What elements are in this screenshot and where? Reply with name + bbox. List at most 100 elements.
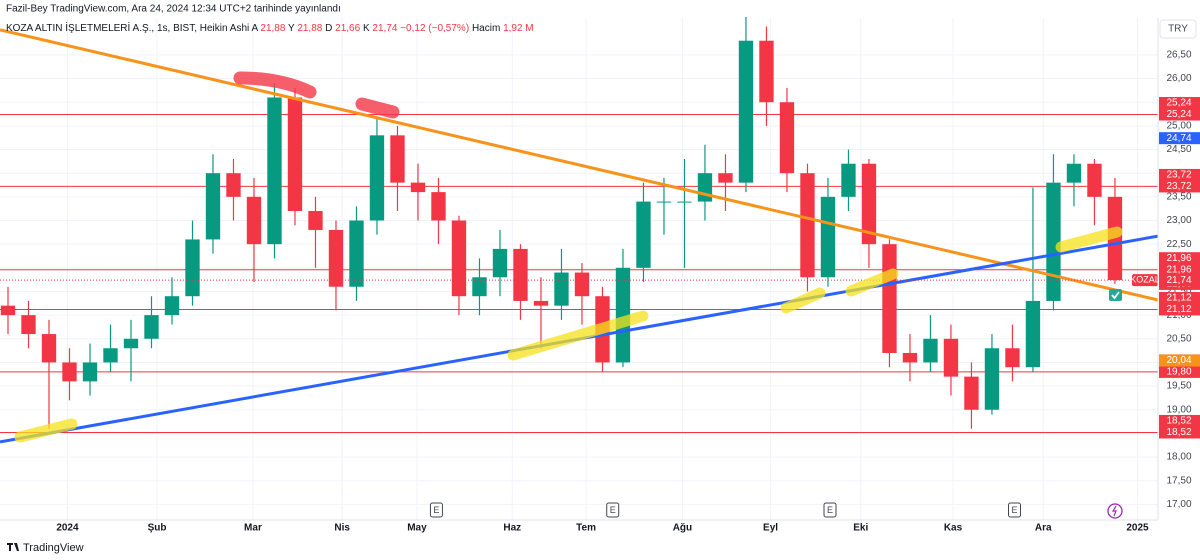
candle-body <box>759 40 774 103</box>
candle-body <box>431 192 446 221</box>
price-box-label: 25,24 <box>1166 98 1191 109</box>
candle-body <box>267 97 282 245</box>
candle-body <box>1107 196 1123 281</box>
footer-brand: TradingView <box>23 542 84 554</box>
volume: 1,92 M <box>503 23 534 34</box>
x-tick-label: Ağu <box>673 523 692 534</box>
price-box-label: 21,96 <box>1166 264 1191 275</box>
y-tick-label: 23,00 <box>1166 215 1191 226</box>
candle-body <box>636 201 651 268</box>
candle-body <box>615 267 631 363</box>
price-box <box>1159 263 1200 276</box>
price-box <box>1159 426 1200 439</box>
candle-body <box>861 163 877 245</box>
candle-body <box>841 163 856 197</box>
ohlc-key: A <box>251 23 258 34</box>
candle-body <box>308 211 323 230</box>
y-tick-label: 21,50 <box>1166 286 1191 297</box>
price-box <box>1159 303 1200 316</box>
price-box <box>1159 365 1200 378</box>
price-box <box>1159 274 1200 287</box>
candle-body <box>820 196 836 278</box>
y-tick-label: 19,00 <box>1166 404 1191 415</box>
candle-body <box>533 300 549 306</box>
symbol-box <box>1132 274 1158 287</box>
price-box-label: 18,52 <box>1166 427 1191 438</box>
candle-body <box>21 315 36 335</box>
candle-body <box>144 315 159 339</box>
published-note: Fazil-Bey TradingView.com, Ara 24, 2024 … <box>6 4 341 15</box>
volume-label: Hacim <box>472 23 500 34</box>
price-box-label: 20,04 <box>1166 355 1191 366</box>
price-box-label: 24,74 <box>1166 133 1191 144</box>
candle-body <box>656 201 672 203</box>
earnings-marker <box>823 502 837 518</box>
earnings-marker <box>429 502 443 518</box>
highlight <box>845 268 899 297</box>
price-box <box>1159 108 1200 121</box>
candle-body <box>328 229 344 287</box>
candle-body <box>718 173 733 183</box>
trendline <box>0 28 1159 302</box>
candle-body <box>882 244 897 353</box>
candle-body <box>779 102 795 174</box>
candle-body <box>697 173 713 202</box>
price-box <box>1159 132 1200 145</box>
currency-box <box>1159 19 1197 39</box>
check-icon <box>1109 289 1122 301</box>
x-tick-label: Ara <box>1035 523 1052 534</box>
y-tick-label: 17,50 <box>1166 475 1191 486</box>
highlight <box>14 418 78 443</box>
candle-body <box>185 239 200 297</box>
symbol-label: KOZAL <box>1130 274 1160 284</box>
earnings-marker <box>606 502 620 518</box>
earnings-label: E <box>610 505 616 515</box>
earnings-label: E <box>1011 505 1017 515</box>
candle-body <box>410 182 426 193</box>
highlight <box>233 71 317 99</box>
y-tick-label: 18,00 <box>1166 452 1191 463</box>
y-tick-label: 19,50 <box>1166 381 1191 392</box>
candle-body <box>390 135 405 183</box>
y-tick-label: 23,50 <box>1166 191 1191 202</box>
price-box-label: 23,72 <box>1166 170 1191 181</box>
price-box-label: 21,74 <box>1166 275 1191 286</box>
y-tick-label: 17,00 <box>1166 499 1191 510</box>
price-box <box>1159 414 1200 427</box>
earnings-marker <box>1008 502 1022 518</box>
highlight <box>507 310 649 361</box>
price-box-label: 19,80 <box>1166 367 1191 378</box>
ohlc-key: K <box>363 23 370 34</box>
currency: TRY <box>1168 24 1188 35</box>
dividend-icon <box>1107 503 1123 519</box>
footer-logo <box>7 543 19 551</box>
candle-body <box>574 272 590 297</box>
candle-body <box>246 196 262 245</box>
x-tick-label: Kas <box>944 523 963 534</box>
y-tick-label: 20,50 <box>1166 333 1191 344</box>
earnings-label: E <box>433 505 439 515</box>
price-box-label: 23,72 <box>1166 181 1191 192</box>
ohlc-value: 21,74 <box>372 23 397 34</box>
highlight <box>1055 226 1123 253</box>
candle-body <box>738 40 754 183</box>
ohlc-value: 21,66 <box>335 23 360 34</box>
highlights <box>14 71 1123 443</box>
y-tick-label: 25,00 <box>1166 121 1191 132</box>
price-box <box>1159 97 1200 110</box>
candle-body <box>226 173 241 197</box>
earnings-label: E <box>827 505 833 515</box>
price-box-label: 21,12 <box>1166 304 1191 315</box>
candle-body <box>369 135 385 221</box>
candle-body <box>287 97 303 212</box>
price-box-label: 18,52 <box>1166 416 1191 427</box>
change: −0,12 (−0,57%) <box>400 23 469 34</box>
candle-body <box>800 173 815 278</box>
price-box <box>1159 168 1200 181</box>
candle-body <box>82 362 98 382</box>
price-box <box>1159 354 1200 367</box>
x-tick-label: Tem <box>576 523 596 534</box>
price-box-label: 21,96 <box>1166 253 1191 264</box>
candle-body <box>62 362 77 382</box>
